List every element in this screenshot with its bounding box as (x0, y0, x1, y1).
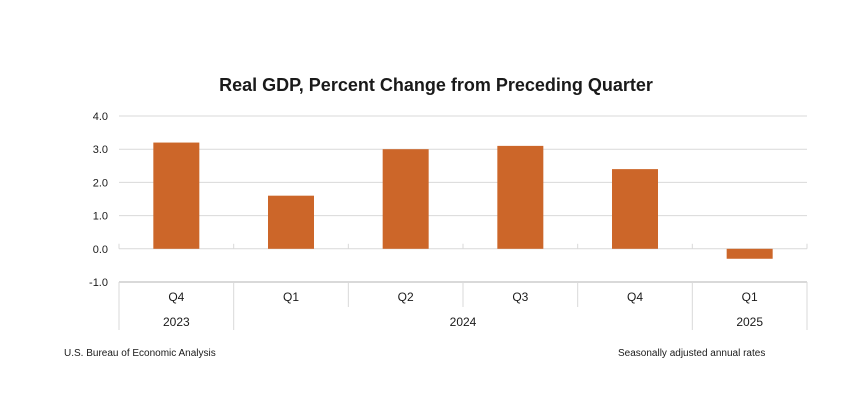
year-label: 2024 (450, 315, 477, 329)
y-tick-label: 4.0 (93, 111, 108, 123)
quarter-label: Q4 (627, 290, 643, 304)
seasonal-note: Seasonally adjusted annual rates (618, 348, 766, 359)
y-tick-label: 0.0 (93, 244, 108, 256)
source-note: U.S. Bureau of Economic Analysis (64, 348, 216, 359)
quarter-label: Q2 (398, 290, 414, 304)
bar-0 (153, 142, 200, 249)
bar-1 (268, 195, 314, 249)
y-tick-label: 2.0 (93, 177, 108, 189)
quarter-label: Q1 (742, 290, 758, 304)
y-tick-label: 1.0 (93, 211, 108, 223)
year-label: 2023 (163, 315, 190, 329)
quarter-label: Q1 (283, 290, 299, 304)
bar-4 (612, 169, 658, 249)
quarter-label: Q3 (512, 290, 528, 304)
quarter-label: Q4 (168, 290, 184, 304)
chart-title: Real GDP, Percent Change from Preceding … (219, 75, 653, 95)
year-label: 2025 (736, 315, 763, 329)
y-tick-label: 3.0 (93, 144, 108, 156)
bar-2 (382, 149, 429, 249)
bar-5 (726, 248, 773, 259)
bar-3 (497, 145, 544, 249)
y-tick-label: -1.0 (89, 277, 108, 289)
